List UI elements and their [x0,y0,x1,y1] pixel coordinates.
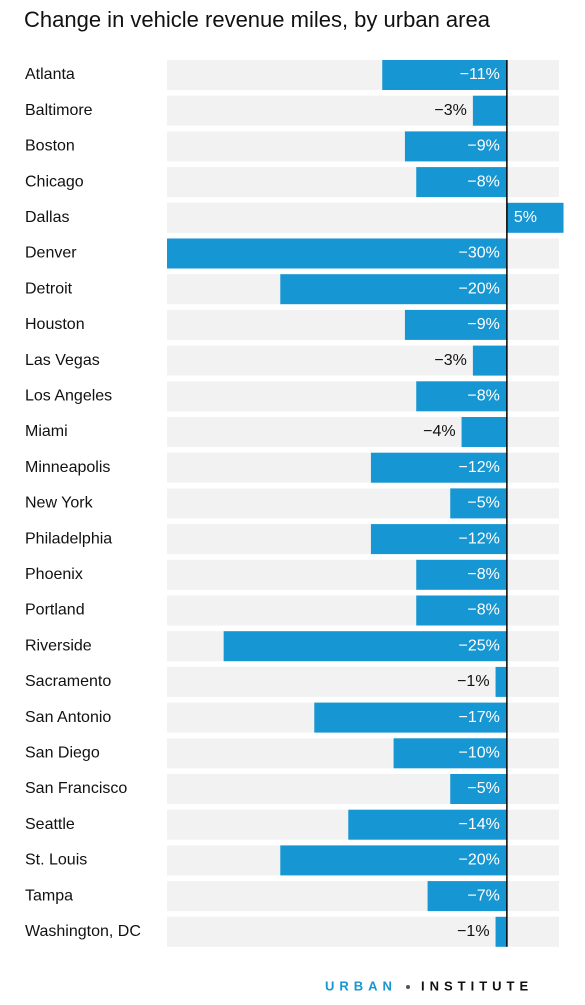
category-label: Philadelphia [25,530,112,547]
category-label: San Francisco [25,780,127,797]
bar [404,309,507,340]
bar [382,60,507,90]
category-label: Portland [25,602,85,619]
bar [461,417,507,447]
bar [280,274,507,305]
value-label: −1% [457,923,489,940]
category-label: Phoenix [25,566,83,583]
category-label: Boston [25,138,75,155]
category-label: Denver [25,245,77,262]
bar [370,524,507,555]
value-label: −30% [459,245,500,262]
chart-title: Change in vehicle revenue miles, by urba… [24,7,491,32]
category-label: Dallas [25,209,69,226]
category-label: Atlanta [25,66,75,83]
bar [416,595,507,626]
category-label: Riverside [25,637,92,654]
value-label: −17% [459,709,500,726]
value-label: −9% [467,316,499,333]
bar [167,238,507,269]
category-label: Baltimore [25,102,93,119]
value-label: −4% [423,423,455,440]
category-label: San Diego [25,745,100,762]
category-label: Tampa [25,887,73,904]
category-label: St. Louis [25,852,87,869]
brand-urban: URBAN [325,978,397,993]
bar [427,881,507,912]
bar [416,167,507,198]
category-label: Minneapolis [25,459,110,476]
category-label: Los Angeles [25,388,112,405]
bar [450,488,507,519]
category-label: Seattle [25,816,75,833]
value-label: −25% [459,637,500,654]
bar [506,202,564,233]
value-label: −8% [467,173,499,190]
bar [348,809,507,840]
value-label: −1% [457,673,489,690]
value-label: −8% [467,388,499,405]
value-label: −14% [459,816,500,833]
category-label: Houston [25,316,85,333]
bar [314,702,507,733]
category-label: Miami [25,423,68,440]
bar [370,452,507,483]
bar [450,774,507,804]
value-label: −12% [459,530,500,547]
value-label: −11% [460,66,500,83]
value-label: −5% [467,495,499,512]
row-band [167,666,559,697]
value-label: −7% [467,887,499,904]
bar [416,381,507,412]
category-label: Washington, DC [25,923,141,940]
category-label: New York [25,495,94,512]
value-label: −20% [459,852,500,869]
row-band [167,916,559,947]
category-label: San Antonio [25,709,111,726]
value-label: −9% [467,138,499,155]
bar [472,345,507,376]
value-label: −20% [459,280,500,297]
bar [416,559,507,590]
brand-dot [406,985,410,989]
category-label: Sacramento [25,673,111,690]
category-label: Chicago [25,173,84,190]
value-label: −8% [467,566,499,583]
value-label: −5% [467,780,499,797]
value-label: −10% [459,745,500,762]
value-label: −8% [467,602,499,619]
bar [393,738,507,769]
bar [495,916,507,947]
value-label: −3% [434,352,466,369]
category-label: Detroit [25,280,73,297]
brand-institute: INSTITUTE [421,978,533,993]
bar [495,666,507,697]
value-label: 5% [514,209,537,226]
bar [280,845,507,876]
value-label: −12% [459,459,500,476]
bar [472,95,507,126]
category-label: Las Vegas [25,352,100,369]
bar [404,131,507,162]
row-band [167,202,559,233]
bar [223,631,507,662]
value-label: −3% [434,102,466,119]
